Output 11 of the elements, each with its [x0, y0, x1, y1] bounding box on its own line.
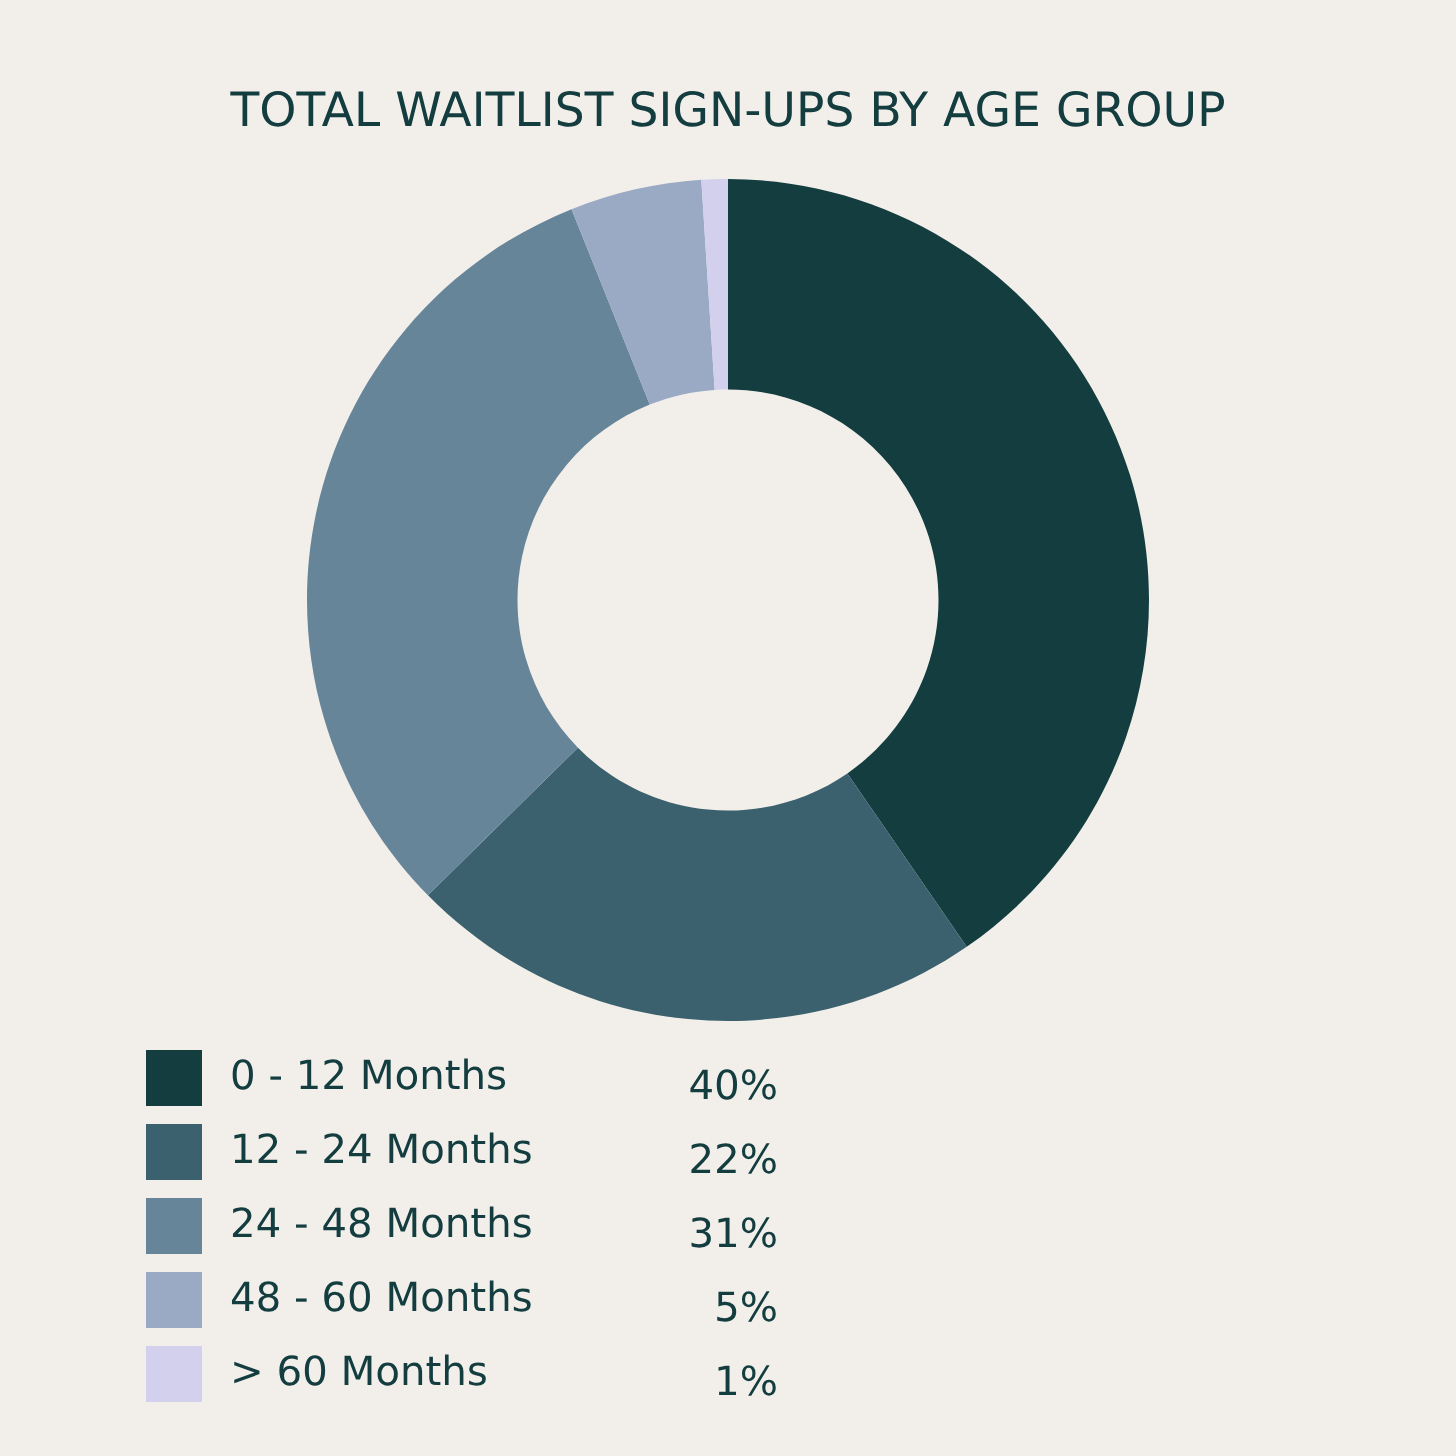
data-label: 1% [718, 1365, 776, 1396]
chart-title: TOTAL WAITLIST SIGN-UPS BY AGE GROUP [230, 90, 1224, 127]
legend-label: 48 - 60 Months [231, 1280, 531, 1312]
data-label: 40% [690, 1069, 776, 1100]
data-label: 5% [717, 1291, 776, 1322]
legend-label: 12 - 24 Months [234, 1132, 531, 1164]
legend-label: 0 - 12 Months [232, 1058, 506, 1090]
data-label: 31% [691, 1217, 776, 1248]
legend-label: 24 - 48 Months [232, 1206, 531, 1238]
legend-label: > 60 Months [234, 1354, 486, 1386]
data-label: 22% [691, 1143, 776, 1174]
